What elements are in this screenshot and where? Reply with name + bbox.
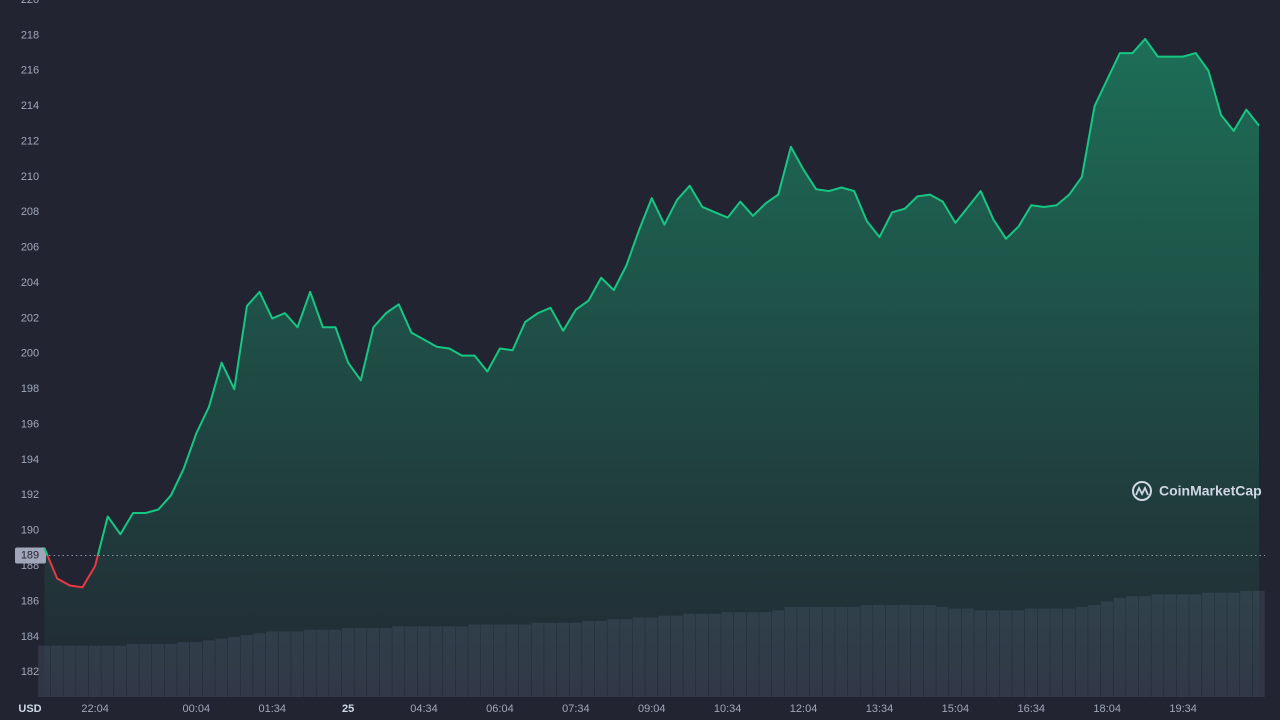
- axis-layer: 1821841861881901921941961982002022042062…: [15, 0, 1265, 715]
- baseline-label-box: [15, 547, 46, 564]
- y-tick-label: 184: [21, 631, 39, 643]
- y-tick-label: 194: [21, 454, 39, 466]
- x-tick-label: 25: [342, 703, 354, 715]
- y-tick-label: 196: [21, 418, 39, 430]
- y-tick-label: 186: [21, 595, 39, 607]
- x-tick-label: 18:04: [1093, 703, 1121, 715]
- watermark-logo: [1132, 481, 1152, 501]
- y-tick-label: 210: [21, 171, 39, 183]
- watermark-text: CoinMarketCap: [1159, 483, 1262, 499]
- x-tick-label: 12:04: [790, 703, 818, 715]
- currency-label: USD: [18, 703, 41, 715]
- price-area: [44, 38, 1259, 698]
- x-tick-label: 00:04: [183, 703, 211, 715]
- y-tick-label: 218: [21, 29, 39, 41]
- x-tick-label: 13:34: [866, 703, 894, 715]
- x-tick-label: 10:34: [714, 703, 742, 715]
- y-tick-label: 182: [21, 666, 39, 678]
- y-tick-label: 216: [21, 65, 39, 77]
- y-tick-label: 202: [21, 312, 39, 324]
- x-tick-label: 01:34: [258, 703, 286, 715]
- baseline-label: 189: [21, 549, 39, 561]
- x-tick-label: 15:04: [942, 703, 970, 715]
- x-tick-label: 19:34: [1169, 703, 1197, 715]
- x-tick-label: 04:34: [410, 703, 438, 715]
- x-tick-label: 06:04: [486, 703, 514, 715]
- price-line-up: [43, 37, 1260, 556]
- y-tick-label: 208: [21, 206, 39, 218]
- y-tick-label: 220: [21, 0, 39, 6]
- y-tick-label: 192: [21, 489, 39, 501]
- y-tick-label: 214: [21, 100, 39, 112]
- watermark-logo-mark: [1135, 485, 1149, 497]
- watermark: CoinMarketCap: [1132, 481, 1262, 501]
- y-tick-label: 212: [21, 135, 39, 147]
- x-tick-label: 07:34: [562, 703, 590, 715]
- x-tick-label: 16:34: [1018, 703, 1046, 715]
- y-tick-label: 198: [21, 383, 39, 395]
- y-tick-label: 190: [21, 525, 39, 537]
- area-layer: [44, 38, 1259, 698]
- x-tick-label: 09:04: [638, 703, 666, 715]
- y-tick-label: 200: [21, 348, 39, 360]
- y-tick-label: 204: [21, 277, 39, 289]
- y-tick-label: 206: [21, 242, 39, 254]
- x-tick-label: 22:04: [81, 703, 109, 715]
- line-layer: [43, 37, 1260, 589]
